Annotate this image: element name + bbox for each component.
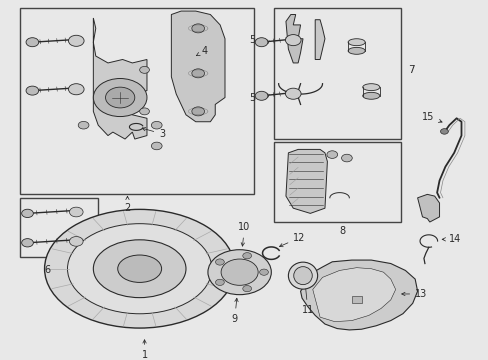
Circle shape <box>105 87 135 108</box>
Circle shape <box>69 207 83 217</box>
Text: 3: 3 <box>142 127 165 139</box>
Bar <box>20 8 254 194</box>
Ellipse shape <box>288 262 317 289</box>
Circle shape <box>215 279 224 285</box>
Bar <box>20 198 98 257</box>
Text: 5: 5 <box>249 36 255 45</box>
Ellipse shape <box>118 255 161 282</box>
Circle shape <box>69 237 83 246</box>
Circle shape <box>221 259 258 285</box>
Text: 5: 5 <box>249 93 255 103</box>
Polygon shape <box>93 18 147 139</box>
Ellipse shape <box>293 267 312 285</box>
Circle shape <box>93 78 147 117</box>
Polygon shape <box>417 194 439 222</box>
Polygon shape <box>315 20 325 59</box>
Circle shape <box>285 88 301 99</box>
Ellipse shape <box>362 93 379 99</box>
Circle shape <box>191 24 204 33</box>
Text: 1: 1 <box>141 340 147 360</box>
Polygon shape <box>171 11 224 122</box>
Text: 8: 8 <box>338 226 345 236</box>
Circle shape <box>207 250 271 294</box>
Text: 4: 4 <box>196 46 207 56</box>
Text: 6: 6 <box>44 265 50 275</box>
Text: 12: 12 <box>279 233 305 247</box>
Circle shape <box>68 35 84 46</box>
Circle shape <box>21 209 33 217</box>
Circle shape <box>140 108 149 115</box>
Ellipse shape <box>347 48 365 54</box>
Circle shape <box>191 69 204 78</box>
Circle shape <box>215 259 224 265</box>
Text: 2: 2 <box>124 196 130 213</box>
Circle shape <box>26 38 39 47</box>
Ellipse shape <box>44 210 234 328</box>
Circle shape <box>255 38 267 47</box>
Bar <box>273 8 400 139</box>
Circle shape <box>255 91 267 100</box>
Ellipse shape <box>347 39 365 46</box>
Circle shape <box>242 285 251 292</box>
Ellipse shape <box>93 240 185 298</box>
Text: 10: 10 <box>238 222 250 246</box>
Polygon shape <box>300 260 417 330</box>
Circle shape <box>26 86 39 95</box>
Circle shape <box>78 121 89 129</box>
Polygon shape <box>351 296 361 303</box>
Circle shape <box>341 154 351 162</box>
Bar <box>273 143 400 222</box>
Polygon shape <box>285 14 303 63</box>
Circle shape <box>242 253 251 259</box>
Circle shape <box>326 151 337 158</box>
Polygon shape <box>312 268 395 321</box>
Text: 7: 7 <box>407 65 414 75</box>
Circle shape <box>21 239 33 247</box>
Circle shape <box>151 121 162 129</box>
Circle shape <box>285 35 301 46</box>
Circle shape <box>259 269 268 275</box>
Polygon shape <box>285 149 327 213</box>
Text: 9: 9 <box>231 298 238 324</box>
Ellipse shape <box>362 84 379 91</box>
Ellipse shape <box>67 224 211 314</box>
Circle shape <box>151 142 162 150</box>
Circle shape <box>140 66 149 73</box>
Text: 13: 13 <box>401 289 427 299</box>
Text: 14: 14 <box>441 234 461 244</box>
Text: 11: 11 <box>301 266 313 315</box>
Circle shape <box>440 129 447 134</box>
Text: 15: 15 <box>422 112 441 122</box>
Circle shape <box>191 107 204 116</box>
Circle shape <box>68 84 84 95</box>
